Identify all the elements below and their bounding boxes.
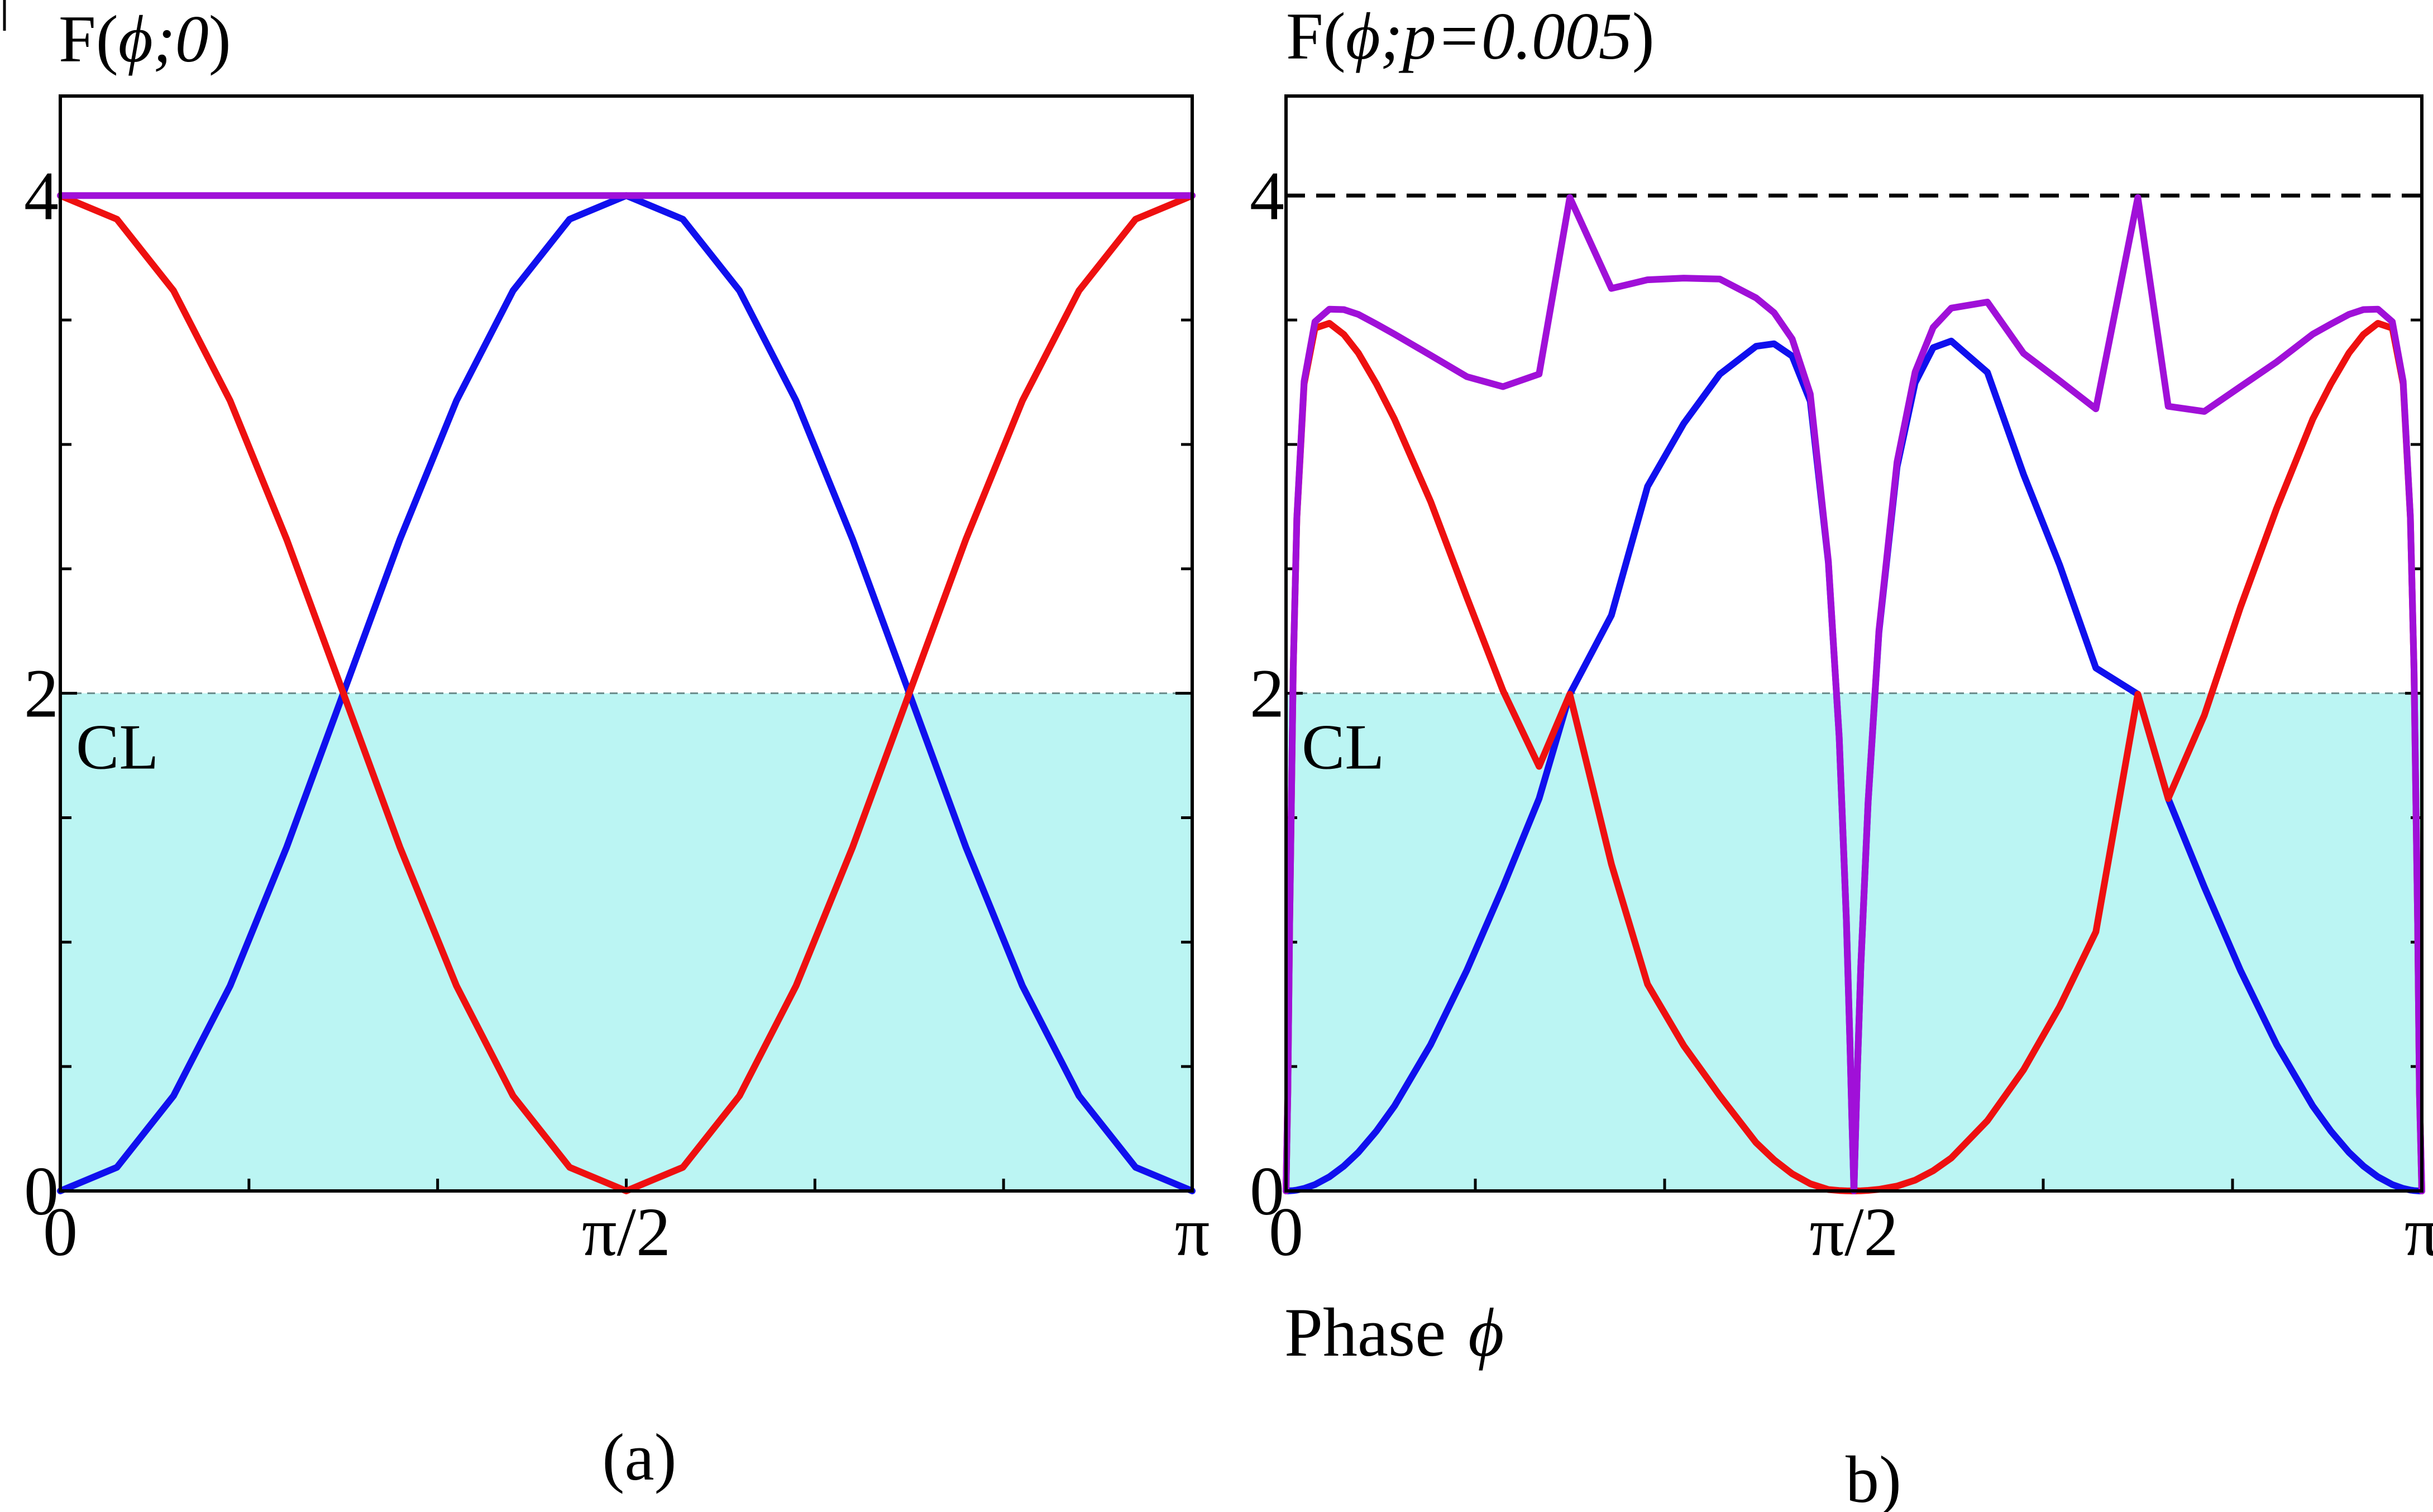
x-tick-label: 0 <box>1269 1194 1303 1270</box>
x-tick-label: π/2 <box>582 1194 671 1270</box>
panel-a: 0 π/2 π 0 2 4 CL F(ϕ;0) (a) <box>24 2 1210 1494</box>
y-tick-label: 2 <box>1250 655 1284 732</box>
y-tick-label: 2 <box>24 655 59 732</box>
x-tick-label: 0 <box>43 1194 78 1270</box>
tick-labels-a: 0 π/2 π 0 2 4 <box>24 157 1210 1270</box>
y-tick-label: 4 <box>24 157 59 234</box>
tick-labels-b: 0 π/2 π 0 2 4 <box>1250 157 2433 1270</box>
title-args-b: ;p=0.005 <box>1380 0 1632 73</box>
x-tick-label: π/2 <box>1809 1194 1898 1270</box>
x-axis-label: Phase ϕ <box>1284 1294 1504 1371</box>
plot-frame-a <box>59 94 1194 1193</box>
x-axis-label-text: Phase <box>1284 1294 1446 1371</box>
plot-frame-b <box>1284 94 2424 1193</box>
x-tick-label: π <box>2405 1194 2433 1270</box>
panel-title-a: F(ϕ;0) <box>59 2 231 76</box>
title-prefix-a: F( <box>59 2 118 76</box>
panel-label-b: b) <box>1846 1442 1901 1512</box>
x-axis-label-symbol: ϕ <box>1468 1294 1504 1371</box>
title-suffix-a: ) <box>209 2 231 76</box>
panel-title-b: F(ϕ;p=0.005) <box>1286 0 1655 73</box>
title-prefix-b: F( <box>1286 0 1346 73</box>
title-args-a: ;0 <box>153 2 209 76</box>
y-tick-label: 0 <box>1250 1153 1284 1229</box>
y-tick-label: 0 <box>24 1153 59 1229</box>
cl-label-b: CL <box>1302 712 1384 783</box>
cl-region-a <box>60 693 1192 1191</box>
title-symbol-b: ϕ <box>1346 0 1380 73</box>
title-suffix-b: ) <box>1632 0 1655 73</box>
title-symbol-a: ϕ <box>118 2 153 76</box>
panel-label-a: (a) <box>602 1420 676 1494</box>
y-tick-label: 4 <box>1250 157 1284 234</box>
cl-label-a: CL <box>76 712 159 783</box>
x-tick-label: π <box>1175 1194 1210 1270</box>
